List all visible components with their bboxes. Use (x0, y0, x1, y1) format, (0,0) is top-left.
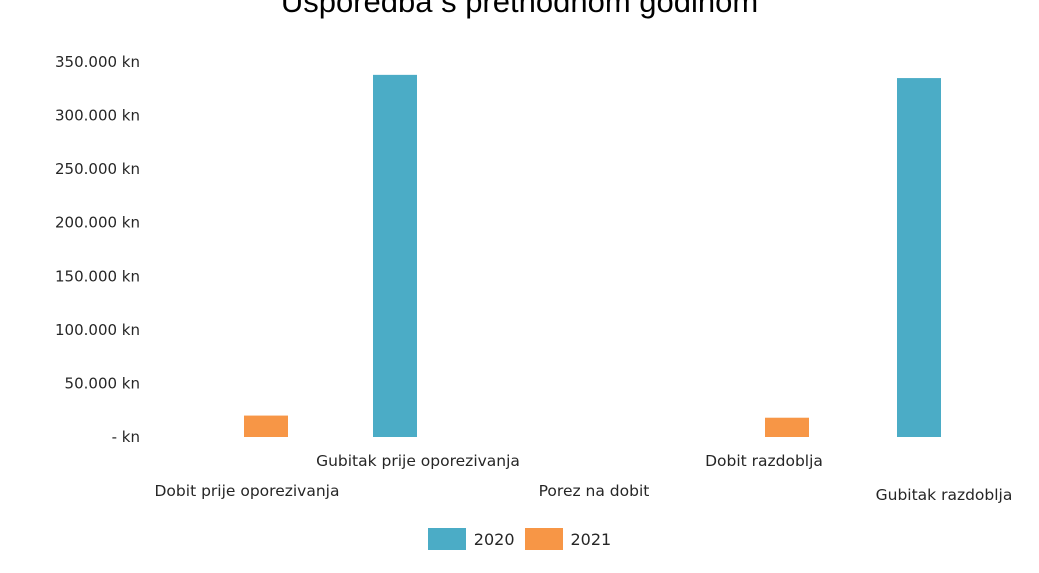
y-tick-label: 200.000 kn (55, 214, 140, 232)
x-category-label: Gubitak prije oporezivanja (316, 452, 520, 470)
x-category-label: Porez na dobit (539, 482, 650, 500)
legend-swatch-2021 (524, 528, 563, 550)
bar-2020-4 (897, 78, 941, 438)
chart-legend: 2020 2021 (0, 528, 1039, 550)
y-tick-label: 150.000 kn (55, 267, 140, 285)
y-tick-label: 100.000 kn (55, 321, 140, 339)
y-tick-label: 300.000 kn (55, 107, 140, 125)
bar-2020-1 (373, 74, 417, 437)
bar-2021-3 (765, 417, 809, 437)
x-category-label: Dobit razdoblja (705, 452, 823, 470)
y-tick-label: - kn (112, 428, 140, 446)
y-tick-label: 50.000 kn (65, 374, 140, 392)
y-tick-label: 350.000 kn (55, 53, 140, 71)
legend-label-2021: 2021 (570, 529, 612, 549)
x-category-label: Dobit prije oporezivanja (155, 482, 340, 500)
legend-item-2020: 2020 (427, 528, 515, 550)
y-tick-label: 250.000 kn (55, 160, 140, 178)
legend-swatch-2020 (427, 528, 466, 550)
legend-label-2020: 2020 (473, 529, 515, 549)
x-category-label: Gubitak razdoblja (876, 486, 1013, 504)
chart-title: Usporedba s prethodnom godinom (280, 0, 759, 19)
legend-item-2021: 2021 (524, 528, 612, 550)
bar-2021-0 (244, 415, 288, 437)
